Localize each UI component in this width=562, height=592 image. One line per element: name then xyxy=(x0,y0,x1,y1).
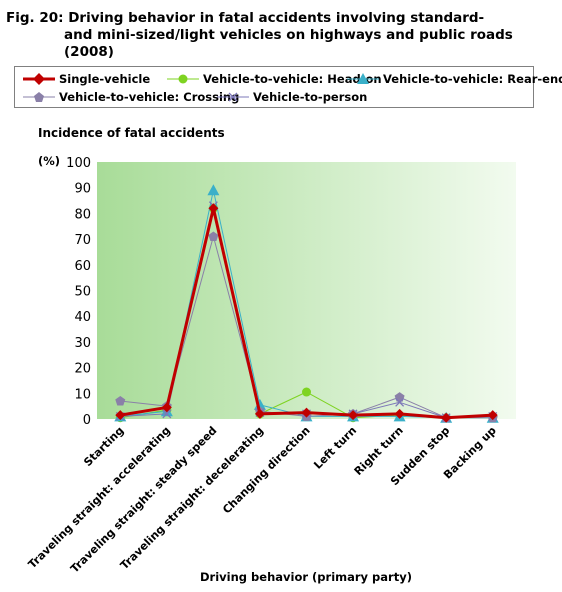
data-point-s4-6 xyxy=(395,397,405,407)
data-point-s2-2 xyxy=(207,184,220,196)
x-tick-label: Left turn xyxy=(311,424,359,472)
y-tick-label: 10 xyxy=(74,387,91,402)
y-tick-label: 100 xyxy=(66,156,91,171)
legend-label-vehicle-to-person: Vehicle-to-person xyxy=(253,90,368,104)
legend-label-head-on: Vehicle-to-vehicle: Head-on xyxy=(203,72,382,86)
data-point-s4-1 xyxy=(162,409,172,419)
data-point-s0-3 xyxy=(254,408,265,419)
data-point-s0-6 xyxy=(394,408,405,419)
legend-marker-head-on xyxy=(167,74,199,84)
chart-title: Fig. 20: Driving behavior in fatal accid… xyxy=(6,10,562,61)
y-tick-label: 20 xyxy=(74,362,91,377)
y-tick-label: 40 xyxy=(74,310,91,325)
data-point-s0-8 xyxy=(487,410,498,421)
data-point-s0-2 xyxy=(208,203,219,214)
legend-label-crossing: Vehicle-to-vehicle: Crossing xyxy=(59,90,240,104)
title-line-2: and mini-sized/light vehicles on highway… xyxy=(64,27,513,60)
legend-marker-rear-end xyxy=(347,73,379,84)
y-tick-label: 70 xyxy=(74,233,91,248)
y-tick-label: 90 xyxy=(74,182,91,197)
data-point-s0-5 xyxy=(348,410,359,421)
legend-marker-vehicle-to-person xyxy=(217,92,249,102)
y-tick-label: 30 xyxy=(74,336,91,351)
x-tick-label: Changing direction xyxy=(220,424,312,516)
data-point-s1-4 xyxy=(302,387,311,397)
data-point-s0-1 xyxy=(161,402,172,413)
data-point-s3-2 xyxy=(208,231,219,242)
legend-label-single-vehicle: Single-vehicle xyxy=(59,72,151,86)
legend: Single-vehicle Vehicle-to-vehicle: Head-… xyxy=(14,66,562,108)
y-axis-title: Incidence of fatal accidents xyxy=(38,126,225,140)
title-line-1: Fig. 20: Driving behavior in fatal accid… xyxy=(6,10,485,26)
data-point-s0-7 xyxy=(441,412,452,423)
data-point-s0-0 xyxy=(115,410,126,421)
legend-marker-crossing xyxy=(23,92,55,102)
data-point-s0-4 xyxy=(301,407,312,418)
y-tick-label: 50 xyxy=(74,285,91,300)
plot-area xyxy=(97,162,516,419)
y-tick-label: 80 xyxy=(74,207,91,222)
y-axis-unit: (%) xyxy=(38,154,60,168)
legend-marker-single-vehicle xyxy=(23,73,55,85)
x-tick-label: Starting xyxy=(81,424,126,469)
x-axis-title: Driving behavior (primary party) xyxy=(200,570,412,584)
data-point-s3-0 xyxy=(115,396,126,406)
legend-label-rear-end: Vehicle-to-vehicle: Rear-end xyxy=(383,72,562,86)
y-tick-label: 0 xyxy=(83,413,91,428)
y-tick-label: 60 xyxy=(74,259,91,274)
